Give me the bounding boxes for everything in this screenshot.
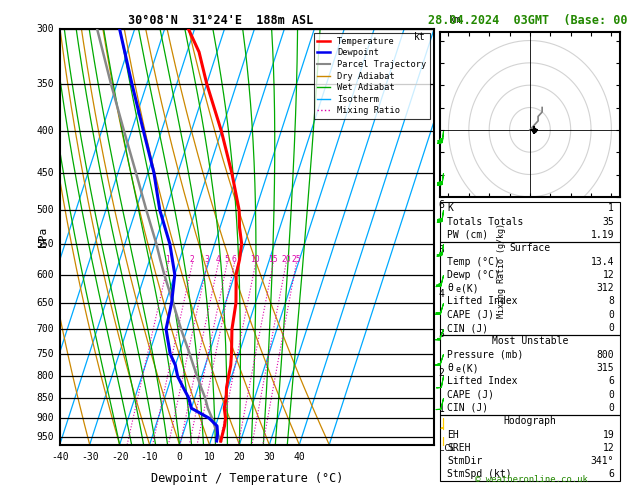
Text: 0: 0 [608, 390, 614, 399]
Text: Dewpoint / Temperature (°C): Dewpoint / Temperature (°C) [151, 472, 343, 485]
Text: CIN (J): CIN (J) [447, 403, 489, 413]
Text: CAPE (J): CAPE (J) [447, 310, 494, 320]
Text: 4: 4 [216, 256, 221, 264]
Text: 800: 800 [36, 371, 54, 382]
Text: 1: 1 [165, 256, 170, 264]
Text: 2: 2 [190, 256, 194, 264]
Text: SREH: SREH [447, 443, 471, 453]
Text: θ: θ [447, 283, 454, 293]
Text: 5: 5 [438, 245, 444, 255]
Text: 20: 20 [233, 452, 245, 462]
Text: 2: 2 [438, 368, 444, 378]
Text: PW (cm): PW (cm) [447, 230, 489, 240]
Text: 950: 950 [36, 433, 54, 442]
Text: 700: 700 [36, 324, 54, 334]
Text: 750: 750 [36, 348, 54, 359]
Text: Dewp (°C): Dewp (°C) [447, 270, 500, 280]
Text: 312: 312 [596, 283, 614, 293]
Text: Totals Totals: Totals Totals [447, 217, 524, 226]
Text: 7: 7 [438, 152, 444, 162]
Text: © weatheronline.co.uk: © weatheronline.co.uk [475, 474, 588, 484]
Text: -10: -10 [141, 452, 159, 462]
Text: ASL: ASL [447, 39, 466, 50]
Text: Hodograph: Hodograph [503, 416, 557, 426]
Text: StmSpd (kt): StmSpd (kt) [447, 469, 512, 480]
Bar [440, 415, 620, 481]
Text: 341°: 341° [591, 456, 614, 466]
Text: 450: 450 [36, 168, 54, 178]
Text: 800: 800 [596, 350, 614, 360]
Text: 300: 300 [36, 24, 54, 34]
Text: (K): (K) [461, 363, 479, 373]
Text: StmDir: StmDir [447, 456, 482, 466]
Text: K: K [447, 203, 454, 213]
Text: Most Unstable: Most Unstable [492, 336, 568, 347]
Text: Pressure (mb): Pressure (mb) [447, 350, 524, 360]
Legend: Temperature, Dewpoint, Parcel Trajectory, Dry Adiabat, Wet Adiabat, Isotherm, Mi: Temperature, Dewpoint, Parcel Trajectory… [314, 34, 430, 119]
Text: 6: 6 [438, 200, 444, 210]
Text: 600: 600 [36, 270, 54, 279]
Text: 1.19: 1.19 [591, 230, 614, 240]
Text: 1: 1 [608, 203, 614, 213]
Text: EH: EH [447, 430, 459, 439]
Text: e: e [455, 285, 460, 294]
Text: 0: 0 [608, 310, 614, 320]
Text: 20: 20 [281, 256, 291, 264]
Text: CIN (J): CIN (J) [447, 323, 489, 333]
Text: 35: 35 [603, 217, 614, 226]
Text: 12: 12 [603, 270, 614, 280]
Text: 4: 4 [438, 289, 444, 298]
Text: Mixing Ratio (g/kg): Mixing Ratio (g/kg) [497, 223, 506, 318]
Text: 15: 15 [268, 256, 278, 264]
Text: 900: 900 [36, 413, 54, 423]
Text: -30: -30 [81, 452, 99, 462]
Text: θ: θ [447, 363, 454, 373]
Text: 0: 0 [608, 403, 614, 413]
Text: 13.4: 13.4 [591, 257, 614, 267]
Text: 350: 350 [36, 79, 54, 89]
Text: 3: 3 [204, 256, 209, 264]
Text: 0: 0 [608, 323, 614, 333]
Text: Lifted Index: Lifted Index [447, 376, 518, 386]
Text: 8: 8 [438, 99, 444, 109]
Text: hPa: hPa [38, 227, 48, 247]
Text: 28.04.2024  03GMT  (Base: 00): 28.04.2024 03GMT (Base: 00) [428, 14, 629, 27]
Text: Temp (°C): Temp (°C) [447, 257, 500, 267]
Text: 10: 10 [204, 452, 215, 462]
Text: 1: 1 [438, 404, 444, 414]
Text: 8: 8 [608, 296, 614, 307]
Text: 5: 5 [225, 256, 230, 264]
Text: 315: 315 [596, 363, 614, 373]
Text: 10: 10 [250, 256, 260, 264]
Text: 550: 550 [36, 239, 54, 249]
Text: LCL: LCL [438, 444, 455, 453]
Text: Lifted Index: Lifted Index [447, 296, 518, 307]
Text: 500: 500 [36, 205, 54, 215]
Text: 40: 40 [293, 452, 305, 462]
Text: 6: 6 [608, 469, 614, 480]
Bar [440, 242, 620, 335]
Text: km: km [449, 15, 462, 25]
Bar [440, 202, 620, 242]
Text: 400: 400 [36, 126, 54, 136]
Text: 19: 19 [603, 430, 614, 439]
Text: (K): (K) [461, 283, 479, 293]
Text: kt: kt [415, 32, 426, 42]
Text: 650: 650 [36, 298, 54, 308]
Text: 3: 3 [438, 329, 444, 339]
Text: CAPE (J): CAPE (J) [447, 390, 494, 399]
Text: 30°08'N  31°24'E  188m ASL: 30°08'N 31°24'E 188m ASL [128, 14, 313, 27]
Text: e: e [455, 365, 460, 374]
Text: 6: 6 [231, 256, 237, 264]
Text: -40: -40 [51, 452, 69, 462]
Text: -20: -20 [111, 452, 128, 462]
Text: 0: 0 [177, 452, 182, 462]
Text: Surface: Surface [509, 243, 550, 253]
Bar [440, 335, 620, 415]
Text: 30: 30 [264, 452, 276, 462]
Text: 6: 6 [608, 376, 614, 386]
Text: 25: 25 [291, 256, 301, 264]
Text: 12: 12 [603, 443, 614, 453]
Text: 850: 850 [36, 393, 54, 403]
